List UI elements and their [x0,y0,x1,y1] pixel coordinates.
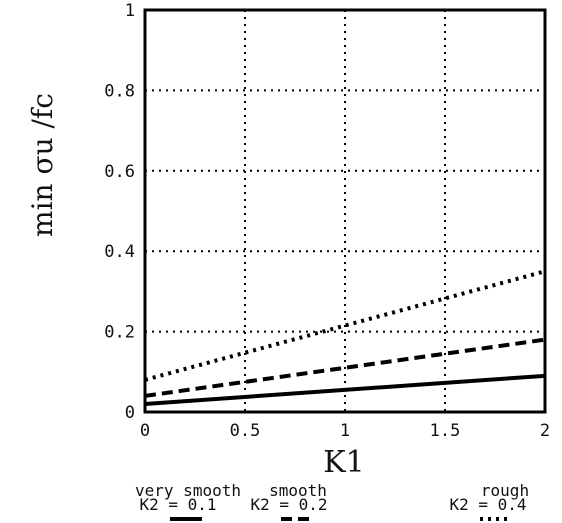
legend-series-name: smooth [269,481,327,500]
legend-series-name: very smooth [135,481,241,500]
y-tick-label: 0.6 [104,162,135,182]
y-axis-label: min σu /fc [26,93,59,237]
y-tick-label: 0.2 [104,323,135,343]
legend-k2-label: K2 = 0.1 [139,495,216,514]
series-line-solid [144,373,546,406]
x-tick-labels: 0 0.5 1 1.5 2 [140,421,550,441]
legend-k2-label: K2 = 0.4 [449,495,526,514]
series-layer [144,269,546,406]
y-tick-labels: 0 0.2 0.4 0.6 0.8 1 [104,1,135,423]
x-tick-label: 1.5 [430,421,461,441]
legend-series-name: rough [481,481,529,500]
y-axis-label-group: min σu /fc [26,93,59,237]
x-tick-label: 0.5 [230,421,261,441]
legend-k2-label: K2 = 0.2 [250,495,327,514]
y-tick-label: 0.4 [104,242,135,262]
x-tick-label: 2 [540,421,550,441]
x-tick-label: 1 [340,421,350,441]
grid [145,10,545,412]
y-tick-label: 1 [125,1,135,21]
x-tick-label: 0 [140,421,150,441]
y-tick-label: 0 [125,403,135,423]
x-axis-label: K1 [323,445,365,480]
series-line-dotted [144,269,546,382]
y-tick-label: 0.8 [104,81,135,101]
plot-frame [143,8,547,414]
